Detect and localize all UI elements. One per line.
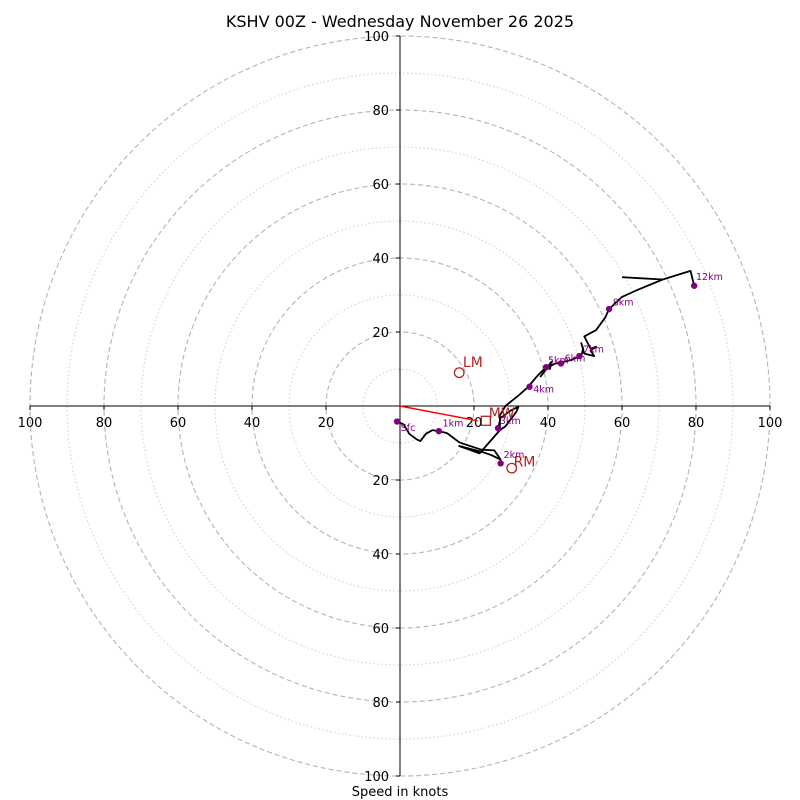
y-tick-label: 40 [372,548,389,563]
y-tick-label: 20 [372,326,389,341]
height-marker-7km [576,352,583,360]
height-marker-12km [690,282,698,289]
x-tick-label: 80 [688,416,705,431]
height-marker-1km [435,427,443,435]
height-label-12km: 12km [696,272,723,283]
height-label-4km: 4km [533,384,554,395]
y-tick-label: 100 [364,30,389,45]
storm-motion-label-rm: RM [514,454,536,470]
x-tick-label: 80 [96,416,113,431]
mean-wind-label: MW [489,406,515,422]
y-tick-label: 80 [372,104,389,119]
hodograph-trace [396,269,696,461]
hodograph-series [396,269,696,461]
x-tick-label: 100 [758,416,783,431]
height-label-8km: 8km [613,297,634,308]
y-tick-label: 20 [372,474,389,489]
height-label-sfc: Sfc [401,423,416,434]
storm-motion-label-lm: LM [463,355,483,371]
height-marker-sfc [393,418,401,425]
height-marker-2km [497,460,504,467]
y-tick-label: 80 [372,696,389,711]
shear-vector [399,405,478,422]
x-tick-label: 60 [170,416,187,431]
height-marker-3km [494,425,502,432]
y-tick-label: 100 [364,770,389,785]
chart-title: KSHV 00Z - Wednesday November 26 2025 [226,12,574,31]
y-tick-label: 40 [372,252,389,267]
y-tick-label: 60 [372,622,389,637]
mean-wind-marker [480,415,491,426]
height-label-5km: 5km [548,355,569,366]
height-label-6km: 6km [565,354,586,365]
height-marker-4km [526,383,533,390]
y-tick-label: 60 [372,178,389,193]
height-marker-8km [605,305,613,313]
x-tick-label: 60 [614,416,631,431]
height-label-3km: 3km [500,416,521,427]
height-marker-6km [557,360,565,367]
x-tick-label: 20 [318,416,335,431]
x-axis-label: Speed in knots [352,785,449,800]
storm-motion-rm [506,462,518,474]
x-tick-label: 40 [244,416,261,431]
x-tick-label: 100 [18,416,43,431]
height-marker-5km [542,363,550,371]
height-label-1km: 1km [443,419,464,430]
storm-motion-lm [453,367,465,379]
storm-motion-markers: LM RM MW [453,355,536,474]
axis-tick-labels: 100 80 60 40 20 20 40 60 80 100100806040202040608… [18,30,783,785]
height-label-7km: 7km [583,344,604,355]
height-label-2km: 2km [504,450,525,461]
x-tick-label: 40 [540,416,557,431]
